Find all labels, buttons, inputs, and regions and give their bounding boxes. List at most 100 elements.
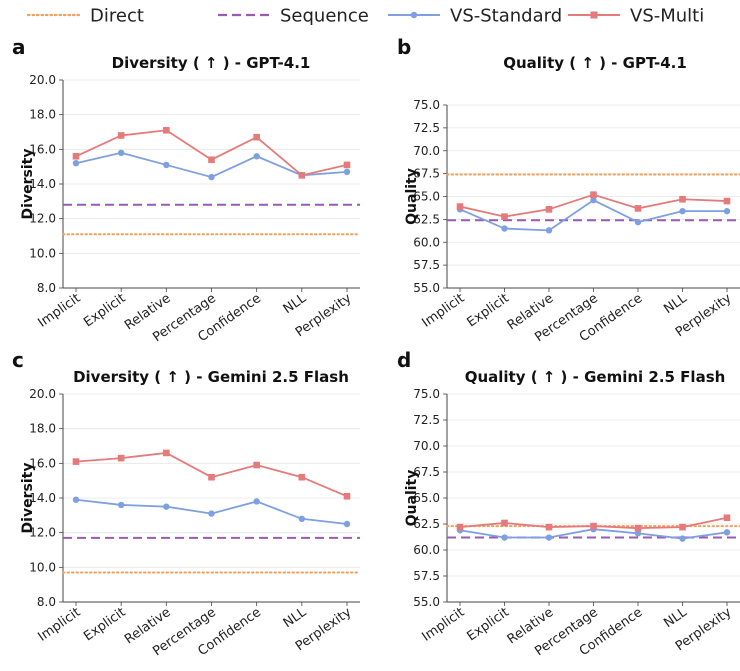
panel-letter: b: [397, 35, 411, 59]
data-point-square: [72, 152, 80, 160]
y-tick-label: 20.0: [29, 387, 56, 401]
data-point-square: [163, 449, 170, 457]
y-tick-label: 10.0: [29, 560, 56, 574]
x-tick-label: NLL: [661, 291, 690, 318]
y-tick-label: 65.0: [413, 190, 440, 204]
data-point-circle: [634, 530, 642, 537]
y-tick-label: 75.0: [413, 98, 440, 112]
data-point-square: [117, 132, 125, 139]
legend-label: Sequence: [280, 6, 369, 27]
x-tick-label: Explicit: [464, 291, 511, 330]
data-point-square: [456, 203, 464, 210]
y-tick-label: 55.0: [413, 281, 440, 295]
y-tick-label: 16.0: [29, 142, 56, 156]
data-point-square: [208, 473, 215, 481]
x-tick-label: NLL: [281, 605, 310, 632]
data-point-square: [679, 195, 686, 203]
legend-label: VS-Multi: [630, 6, 704, 27]
y-axis-label: Diversity: [20, 149, 36, 220]
data-point-square: [501, 519, 508, 527]
legend-label: Direct: [90, 6, 144, 27]
legend-item-direct: Direct: [26, 6, 144, 27]
y-tick-label: 72.5: [413, 121, 440, 135]
y-axis-label: Quality: [404, 470, 420, 527]
series-vs-standard: [72, 496, 351, 528]
data-point-circle: [545, 227, 553, 234]
panel-d: d Quality ( ↑ ) - Gemini 2.5 Flash 55.0 57.…: [397, 348, 740, 659]
series-vs-multi: [456, 514, 731, 532]
data-point-circle: [679, 535, 686, 542]
y-tick-label: 62.5: [413, 517, 440, 531]
y-tick-label: 65.0: [413, 491, 440, 505]
data-point-circle: [253, 153, 260, 160]
data-point-square: [343, 492, 351, 500]
legend-item-vs-multi: VS-Multi: [568, 6, 704, 27]
data-point-circle: [343, 520, 351, 528]
legend: Direct Sequence VS-Standard VS-Multi: [26, 6, 704, 27]
y-tick-label: 12.0: [29, 526, 56, 540]
data-point-square: [634, 205, 642, 212]
series-vs-multi: [72, 126, 351, 179]
y-tick-label: 72.5: [413, 413, 440, 427]
y-tick-label: 12.0: [29, 212, 56, 226]
x-tick-label: Explicit: [81, 291, 128, 330]
data-point-circle: [723, 529, 731, 536]
data-point-square: [590, 191, 597, 198]
x-tick-label: Explicit: [464, 605, 511, 644]
data-point-circle: [72, 160, 80, 167]
series-line: [75, 129, 348, 177]
data-point-square: [545, 523, 553, 531]
x-tick-label: Implicit: [35, 291, 83, 331]
data-point-circle: [298, 515, 306, 522]
y-tick-label: 18.0: [29, 108, 56, 122]
y-tick-label: 55.0: [413, 595, 440, 609]
data-point-square: [253, 133, 260, 141]
series-vs-multi: [456, 191, 731, 220]
data-point-square: [723, 197, 731, 205]
panel-b: b Quality ( ↑ ) - GPT-4.1 55.0 57.5 60.0 62.5…: [397, 35, 740, 345]
y-tick-label: 16.0: [29, 456, 56, 470]
data-point-square: [72, 458, 80, 465]
y-tick-label: 8.0: [37, 281, 56, 295]
y-tick-label: 10.0: [29, 246, 56, 260]
y-tick-label: 62.5: [413, 212, 440, 226]
y-tick-label: 67.5: [413, 465, 440, 479]
data-point-circle: [545, 534, 553, 541]
data-point-circle: [72, 496, 80, 503]
legend-marker-square: [590, 11, 598, 19]
data-point-circle: [634, 218, 642, 226]
data-point-circle: [343, 168, 351, 176]
data-point-square: [208, 156, 215, 164]
y-tick-label: 75.0: [413, 387, 440, 401]
y-tick-label: 60.0: [413, 235, 440, 249]
series-vs-standard: [72, 149, 351, 181]
panel-letter: a: [12, 35, 26, 59]
x-tick-label: Implicit: [419, 291, 467, 331]
panel-title: Diversity ( ↑ ) - Gemini 2.5 Flash: [73, 368, 349, 386]
data-point-square: [545, 206, 553, 213]
legend-marker-circle: [410, 11, 418, 19]
data-point-circle: [590, 196, 597, 204]
y-tick-label: 14.0: [29, 177, 56, 191]
data-point-circle: [163, 503, 170, 510]
panel-title: Quality ( ↑ ) - Gemini 2.5 Flash: [465, 368, 726, 386]
panel-title: Diversity ( ↑ ) - GPT-4.1: [112, 54, 311, 72]
data-point-square: [723, 514, 731, 522]
data-point-square: [679, 523, 686, 531]
legend-item-vs-standard: VS-Standard: [388, 6, 562, 27]
series-vs-multi: [72, 449, 351, 500]
x-tick-label: Implicit: [35, 605, 83, 645]
y-tick-label: 60.0: [413, 543, 440, 557]
y-tick-label: 20.0: [29, 73, 56, 87]
x-tick-label: NLL: [281, 291, 310, 318]
panel-letter: c: [12, 348, 24, 372]
y-tick-label: 57.5: [413, 258, 440, 272]
data-point-circle: [117, 149, 125, 156]
y-tick-label: 14.0: [29, 491, 56, 505]
y-axis-label: Diversity: [20, 463, 36, 534]
data-point-square: [253, 461, 260, 469]
data-point-square: [456, 523, 464, 531]
data-point-circle: [253, 498, 260, 505]
